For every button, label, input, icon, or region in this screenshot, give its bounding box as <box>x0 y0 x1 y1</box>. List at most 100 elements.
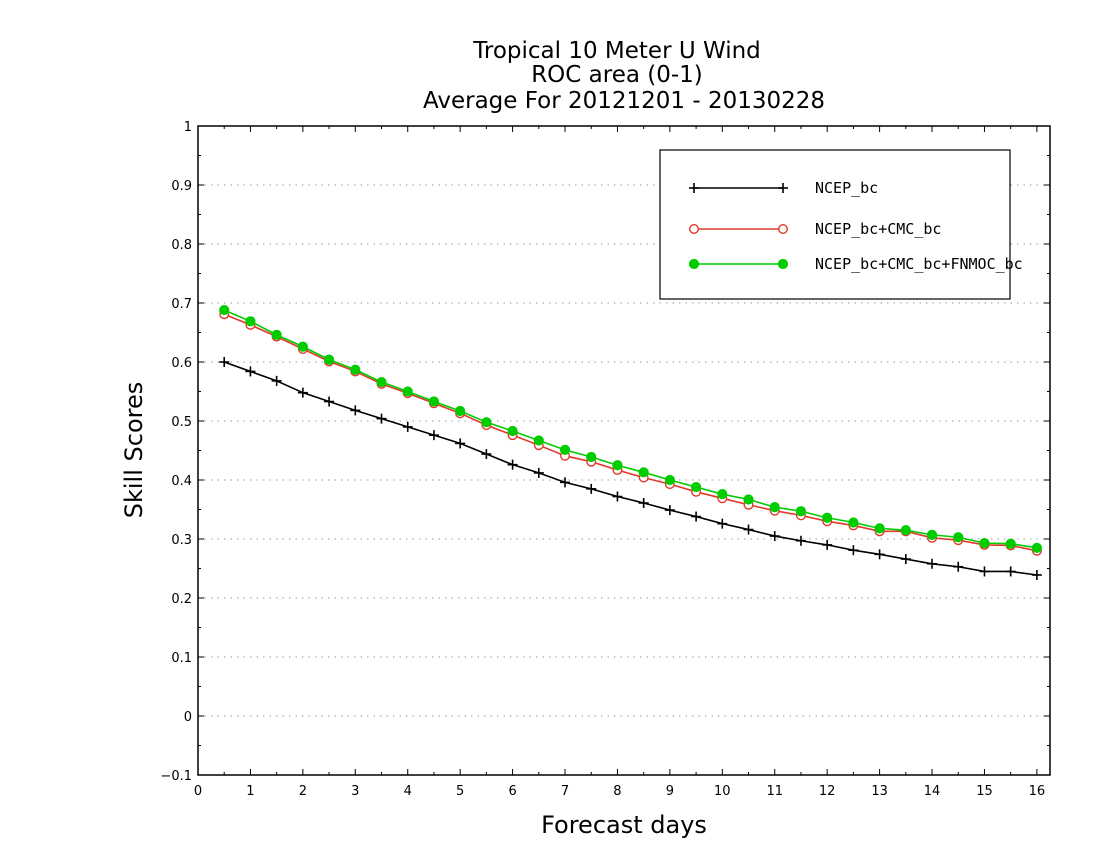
data-point <box>245 366 256 377</box>
data-point <box>612 460 623 471</box>
x-tick-label: 14 <box>924 784 941 799</box>
data-point <box>848 517 859 528</box>
y-tick-label: 0.8 <box>171 238 192 253</box>
x-tick-label: 16 <box>1029 784 1046 799</box>
x-tick-label: 13 <box>871 784 888 799</box>
data-point <box>795 506 807 517</box>
legend-marker <box>688 258 700 270</box>
y-axis-ticks: −0.1 0 0.1 0.2 0.3 0.4 0.5 0.6 0.7 0.8 0.9 1 <box>160 120 1050 784</box>
data-point <box>559 444 571 456</box>
data-point <box>1031 569 1042 580</box>
x-tick-label: 4 <box>404 784 412 799</box>
legend-marker <box>689 183 699 193</box>
data-point <box>900 554 911 565</box>
x-tick-label: 12 <box>819 784 836 799</box>
data-point <box>848 545 859 556</box>
legend-marker <box>777 258 789 270</box>
data-point <box>1005 538 1016 549</box>
data-point <box>271 329 282 340</box>
y-tick-label: −0.1 <box>160 769 192 784</box>
data-point <box>691 511 702 522</box>
x-tick-label: 10 <box>714 784 731 799</box>
data-point <box>481 449 492 460</box>
legend-entry-1: NCEP_bc <box>689 179 878 197</box>
data-point <box>245 316 256 327</box>
chart-title: Tropical 10 Meter U Wind ROC area (0-1) … <box>423 38 825 114</box>
chart-title-line-2: ROC area (0-1) <box>531 62 703 88</box>
legend-label: NCEP_bc+CMC_bc+FNMOC_bc <box>815 255 1023 273</box>
data-point <box>979 566 990 577</box>
chart-title-line-1: Tropical 10 Meter U Wind <box>472 38 761 64</box>
data-point <box>455 405 466 417</box>
data-point <box>507 459 518 470</box>
y-tick-label: 0.2 <box>171 592 192 607</box>
x-tick-label: 3 <box>351 784 359 799</box>
legend-label: NCEP_bc+CMC_bc <box>815 220 941 238</box>
legend-label: NCEP_bc <box>815 179 878 197</box>
legend-entry-2: NCEP_bc+CMC_bc <box>689 220 941 238</box>
data-point <box>455 438 466 449</box>
y-tick-label: 0.3 <box>171 533 192 548</box>
data-point <box>376 413 387 424</box>
data-point <box>402 386 413 397</box>
x-tick-label: 6 <box>508 784 516 799</box>
series-line <box>223 313 1038 552</box>
data-point <box>717 518 728 529</box>
data-point <box>297 387 308 398</box>
data-point <box>926 529 938 540</box>
data-point <box>927 558 938 569</box>
data-point <box>743 494 754 505</box>
data-point <box>1031 542 1042 553</box>
data-point <box>638 498 649 509</box>
data-point <box>323 354 335 365</box>
x-axis-ticks: 0 1 2 3 4 5 6 7 8 9 10 11 12 13 14 15 16 <box>194 126 1045 799</box>
chart-title-line-3: Average For 20121201 - 20130228 <box>423 88 825 114</box>
x-tick-label: 7 <box>561 784 569 799</box>
legend-box <box>659 149 1011 300</box>
legend-marker <box>778 183 788 193</box>
y-tick-label: 0.6 <box>171 356 192 371</box>
data-point <box>822 539 833 550</box>
x-axis-label: Forecast days <box>541 811 707 839</box>
data-point <box>560 477 571 488</box>
x-tick-label: 0 <box>194 784 202 799</box>
data-point <box>533 467 544 478</box>
data-point <box>769 502 780 513</box>
data-point <box>717 489 728 500</box>
data-point <box>324 396 335 407</box>
legend-marker <box>689 223 700 234</box>
data-point <box>638 467 649 478</box>
x-tick-label: 5 <box>456 784 464 799</box>
data-point <box>376 376 387 388</box>
data-point <box>769 531 780 542</box>
data-point <box>402 421 413 432</box>
plot-series <box>219 304 1042 580</box>
data-point <box>743 524 754 535</box>
data-point <box>350 364 361 375</box>
data-point <box>533 435 544 446</box>
data-point <box>690 481 702 493</box>
data-point <box>586 451 597 463</box>
data-point <box>297 341 308 352</box>
series-3 <box>219 304 1042 553</box>
data-point <box>350 405 361 416</box>
data-point <box>874 549 885 560</box>
data-point <box>507 425 518 437</box>
x-tick-label: 15 <box>976 784 993 799</box>
y-tick-label: 0.9 <box>171 179 192 194</box>
x-tick-label: 2 <box>299 784 307 799</box>
y-tick-label: 0.7 <box>171 297 192 312</box>
data-point <box>219 304 230 316</box>
data-point <box>900 525 911 536</box>
data-point <box>822 512 833 523</box>
data-point <box>664 505 675 516</box>
x-tick-label: 8 <box>613 784 621 799</box>
y-tick-label: 0.1 <box>171 651 192 666</box>
y-tick-label: 0.4 <box>171 474 192 489</box>
series-line <box>223 309 1038 549</box>
x-tick-label: 11 <box>766 784 783 799</box>
x-tick-label: 9 <box>666 784 674 799</box>
series-2 <box>219 309 1042 556</box>
data-point <box>953 561 964 572</box>
